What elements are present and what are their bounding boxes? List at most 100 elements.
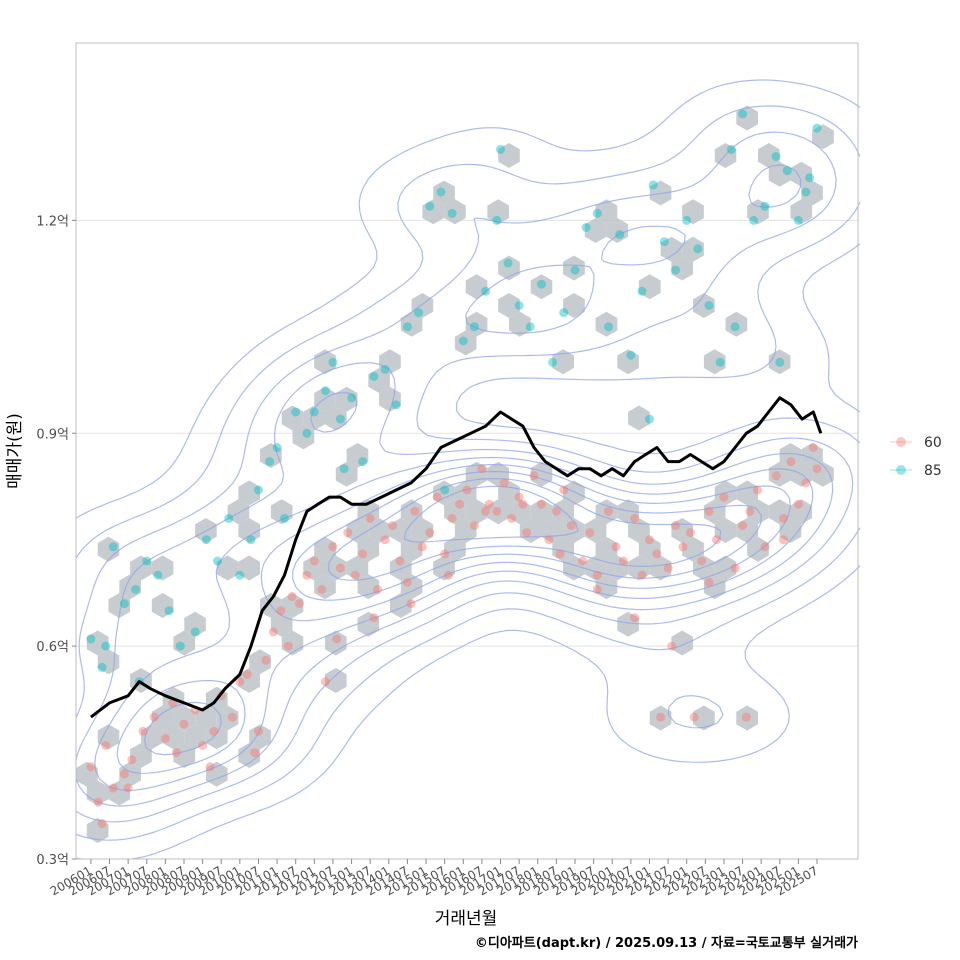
point-60 [373,584,383,594]
point-85 [142,556,152,566]
point-60 [604,506,613,516]
hexbin-cell [487,199,509,225]
point-60 [302,570,312,580]
point-60 [395,556,405,566]
plot-panel [75,42,861,860]
point-60 [97,819,107,828]
y-axis-title: 매매가(원) [5,413,25,489]
hexbin-cell [249,649,271,675]
point-60 [753,485,762,495]
point-60 [462,485,472,495]
point-60 [443,570,453,580]
point-60 [566,521,576,530]
point-60 [402,577,412,587]
point-60 [592,584,602,594]
hexbin-cell [86,630,109,656]
point-85 [626,350,636,360]
hexbin-cell [812,461,834,487]
legend: 60 85 [890,435,942,479]
point-60 [119,769,129,779]
point-60 [685,528,695,538]
point-85 [402,322,412,332]
point-60 [481,506,491,516]
point-85 [309,407,319,417]
point-85 [108,542,118,552]
hexbin-cell [400,311,423,337]
hexbin-cell [563,255,585,281]
hexbin-cell [433,480,455,506]
trend-layer [89,396,823,719]
hexbin-cell [584,218,607,243]
hexbin-cell [790,161,813,187]
point-60 [577,556,587,566]
hexbin-cell [779,443,802,468]
hexbin-cell [389,555,412,581]
hexbin-cell [454,330,477,356]
point-60 [369,613,379,623]
point-60 [585,528,595,538]
hexbin-cell [325,630,347,656]
point-60 [793,499,803,509]
point-85 [496,144,505,154]
hexbin-cell [314,574,336,600]
hexbin-cell [693,705,715,731]
hexbin-cell [97,724,120,750]
point-85 [164,606,174,616]
point-85 [648,180,658,190]
hexbin-cell [141,724,163,750]
point-60 [350,570,360,580]
point-85 [414,308,424,318]
hexbin-cell [357,536,380,562]
point-60 [138,726,148,736]
point-85 [514,301,524,310]
y-tick-label: 0.3억 [36,853,69,868]
point-85 [302,428,312,438]
point-60 [127,755,137,765]
point-60 [227,712,237,722]
point-60 [544,535,554,545]
point-85 [693,244,703,254]
point-60 [779,535,788,545]
point-60 [425,528,435,538]
hexbin-cell [238,743,260,768]
point-85 [537,279,546,289]
point-60 [365,513,375,523]
hexbin-cell [768,461,791,487]
point-85 [760,201,770,211]
point-60 [704,506,714,516]
legend-key-dot-60 [896,437,906,447]
hexbin-cell [584,555,607,581]
point-60 [592,570,602,580]
point-60 [406,599,416,609]
hexbin-cell [325,405,347,431]
hexbin-cell [628,405,650,431]
hexbin-cell [649,180,672,206]
hexbin-cell [736,105,758,131]
point-85 [548,357,558,367]
hexbin-cell [703,349,726,375]
hexbin-cell [151,593,174,618]
point-85 [224,513,234,523]
hexbin-cell [768,499,791,525]
point-60 [656,712,666,722]
point-85 [704,301,714,310]
hexbin-cell [454,518,477,543]
point-60 [101,741,111,750]
point-60 [514,492,524,502]
hexbin-cell [530,274,553,300]
hexbin-cell [205,724,228,750]
point-85 [559,308,569,318]
point-85 [682,215,692,225]
point-85 [201,535,211,545]
point-60 [283,641,293,651]
hexbin-cell [595,536,618,562]
point-60 [689,712,699,722]
point-60 [522,528,532,538]
hexbin-cell [703,574,726,600]
density-contour [75,164,834,807]
y-axis: 0.3억 0.6억 0.9억 1.2억 [36,214,76,868]
point-60 [380,535,390,545]
point-85 [131,584,141,594]
point-85 [280,513,289,523]
hexbin-cell [281,405,304,431]
